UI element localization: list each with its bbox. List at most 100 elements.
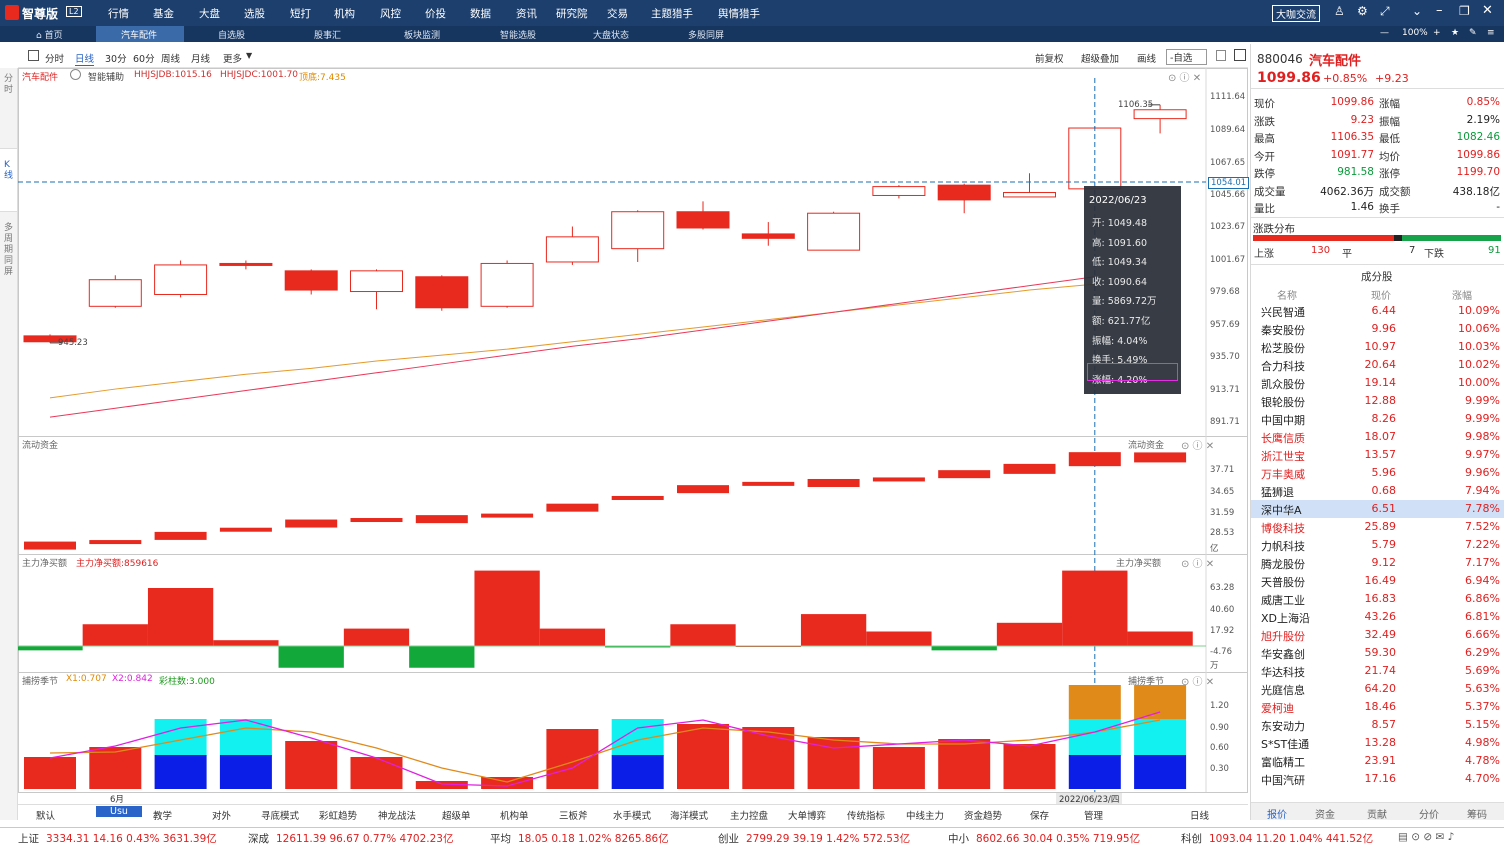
zoom-in-button[interactable]: +: [1433, 28, 1441, 38]
right-tab-1[interactable]: 资金: [1315, 810, 1335, 821]
assist-toggle-icon[interactable]: [70, 69, 81, 80]
menu-item-3[interactable]: 选股: [244, 8, 265, 20]
chart-area[interactable]: 汽车配件 智能辅助 HHJSJDB:1015.16 HHJSJDC:1001.70…: [18, 68, 1250, 820]
right-tab-3[interactable]: 分价: [1419, 810, 1439, 821]
restore-icon[interactable]: ❐: [1459, 4, 1470, 18]
nav-tab-2[interactable]: 股事汇: [314, 31, 342, 41]
home-tab[interactable]: ⌂ 首页: [36, 31, 63, 41]
period-5[interactable]: 月线: [191, 54, 211, 65]
panel4-controls[interactable]: ⊙ ⓘ ✕: [1181, 677, 1215, 688]
stock-row[interactable]: 深中华A 6.51 7.78%: [1251, 500, 1504, 518]
menu-item-9[interactable]: 资讯: [516, 8, 537, 20]
menu-item-0[interactable]: 行情: [108, 8, 129, 20]
stock-row[interactable]: 力帆科技 5.79 7.22%: [1251, 536, 1504, 554]
stock-row[interactable]: 万丰奥威 5.96 9.96%: [1251, 464, 1504, 482]
exchange-button[interactable]: 大咖交流: [1272, 5, 1320, 22]
zoom-out-button[interactable]: —: [1380, 28, 1389, 38]
period-3[interactable]: 60分: [133, 54, 155, 65]
stock-row[interactable]: 华达科技 21.74 5.69%: [1251, 662, 1504, 680]
nav-tab-1[interactable]: 自选股: [218, 31, 246, 41]
stock-row[interactable]: XD上海沿 43.26 6.81%: [1251, 608, 1504, 626]
panel3-controls[interactable]: ⊙ ⓘ ✕: [1181, 559, 1215, 570]
period-4[interactable]: 周线: [161, 54, 181, 65]
nav-tab-0[interactable]: 汽车配件: [121, 31, 158, 41]
indicator-tab-15[interactable]: 中线主力: [906, 811, 945, 822]
nav-tab-3[interactable]: 板块监测: [404, 31, 441, 41]
indicator-tab-2[interactable]: 教学: [153, 811, 173, 822]
stock-row[interactable]: 松芝股份 10.97 10.03%: [1251, 338, 1504, 356]
tab-multi-period[interactable]: 多周期同屏: [4, 223, 14, 277]
indicator-tab-18[interactable]: 管理: [1084, 811, 1104, 822]
stock-row[interactable]: S*ST佳通 13.28 4.98%: [1251, 734, 1504, 752]
menu-item-11[interactable]: 交易: [607, 8, 628, 20]
star-icon[interactable]: ★: [1451, 28, 1460, 38]
indicator-tab-4[interactable]: 寻底模式: [261, 811, 300, 822]
stock-row[interactable]: 浙江世宝 13.57 9.97%: [1251, 446, 1504, 464]
fullscreen-icon[interactable]: ⤢: [1380, 4, 1390, 18]
chevron-down-icon[interactable]: ▼: [246, 51, 253, 60]
status-index-name-4[interactable]: 中小: [948, 833, 969, 845]
user-icon[interactable]: ♙: [1334, 4, 1345, 18]
stock-row[interactable]: 富临精工 23.91 4.78%: [1251, 752, 1504, 770]
tab-timeshare[interactable]: 分时: [4, 74, 14, 95]
indicator-tab-8[interactable]: 机构单: [500, 811, 529, 822]
indicator-tab-11[interactable]: 海洋模式: [670, 811, 709, 822]
dropdown-arrow-icon[interactable]: [1216, 50, 1226, 61]
stock-row[interactable]: 秦安股份 9.96 10.06%: [1251, 320, 1504, 338]
status-index-name-5[interactable]: 科创: [1181, 833, 1202, 845]
tab-kline[interactable]: K线: [4, 160, 14, 181]
indicator-tab-6[interactable]: 神龙战法: [378, 811, 417, 822]
indicator-tab-3[interactable]: 对外: [212, 811, 232, 822]
menu-item-10[interactable]: 研究院: [556, 8, 588, 20]
indicator-tab-17[interactable]: 保存: [1030, 811, 1050, 822]
period-2[interactable]: 30分: [105, 54, 127, 65]
stock-row[interactable]: 中国中期 8.26 9.99%: [1251, 410, 1504, 428]
status-index-name-1[interactable]: 深成: [248, 833, 269, 845]
nav-tab-5[interactable]: 大盘状态: [593, 31, 630, 41]
toolbar-right-0[interactable]: 前复权: [1035, 54, 1064, 65]
indicator-tab-5[interactable]: 彩虹趋势: [319, 811, 358, 822]
indicator-tab-13[interactable]: 大单博弈: [788, 811, 827, 822]
stock-row[interactable]: 东安动力 8.57 5.15%: [1251, 716, 1504, 734]
stock-row[interactable]: 中国汽研 17.16 4.70%: [1251, 770, 1504, 788]
indicator-tab-0[interactable]: 默认: [36, 811, 56, 822]
status-index-name-3[interactable]: 创业: [718, 833, 739, 845]
indicator-tab-16[interactable]: 资金趋势: [964, 811, 1003, 822]
period-1[interactable]: 日线: [75, 51, 95, 66]
menu-item-12[interactable]: 主题猎手: [651, 8, 693, 20]
indicator-tab-14[interactable]: 传统指标: [847, 811, 886, 822]
close-icon[interactable]: ✕: [1482, 3, 1493, 18]
menu-item-1[interactable]: 基金: [153, 8, 174, 20]
period-6[interactable]: 更多: [223, 54, 243, 65]
indicator-tab-19[interactable]: 日线: [1190, 811, 1210, 822]
stock-row[interactable]: 天普股份 16.49 6.94%: [1251, 572, 1504, 590]
stock-row[interactable]: 银轮股份 12.88 9.99%: [1251, 392, 1504, 410]
toolbar-right-2[interactable]: 画线: [1137, 54, 1157, 65]
status-index-name-2[interactable]: 平均: [490, 833, 511, 845]
indicator-tab-9[interactable]: 三板斧: [559, 811, 588, 822]
panel2-controls[interactable]: ⊙ ⓘ ✕: [1181, 441, 1215, 452]
menu-item-4[interactable]: 短打: [290, 8, 311, 20]
chart-canvas[interactable]: [18, 68, 1248, 804]
indicator-tab-12[interactable]: 主力控盘: [730, 811, 769, 822]
stock-row[interactable]: 旭升股份 32.49 6.66%: [1251, 626, 1504, 644]
status-icons[interactable]: ▤ ⊙ ⊘ ✉ ♪: [1398, 831, 1455, 843]
stock-row[interactable]: 威唐工业 16.83 6.86%: [1251, 590, 1504, 608]
nav-tab-4[interactable]: 智能选股: [500, 31, 537, 41]
menu-item-7[interactable]: 价投: [425, 8, 446, 20]
menu-item-13[interactable]: 舆情猎手: [718, 8, 760, 20]
right-tab-2[interactable]: 贡献: [1367, 810, 1387, 821]
minimize-icon[interactable]: –: [1436, 3, 1443, 18]
menu-item-6[interactable]: 风控: [380, 8, 401, 20]
indicator-tab-10[interactable]: 水手模式: [613, 811, 652, 822]
right-tab-4[interactable]: 筹码: [1467, 810, 1487, 821]
menu-item-2[interactable]: 大盘: [199, 8, 220, 20]
stock-row[interactable]: 兴民智通 6.44 10.09%: [1251, 302, 1504, 320]
panel-controls[interactable]: ⊙ ⓘ ✕: [1168, 73, 1202, 84]
menu-item-5[interactable]: 机构: [334, 8, 355, 20]
indicator-tab-1[interactable]: Usu: [96, 806, 142, 817]
stock-row[interactable]: 华安鑫创 59.30 6.29%: [1251, 644, 1504, 662]
menu-icon[interactable]: ≡: [1487, 28, 1495, 38]
pen-icon[interactable]: ✎: [1469, 28, 1477, 38]
sidebar-toggle-icon[interactable]: [1234, 49, 1246, 61]
